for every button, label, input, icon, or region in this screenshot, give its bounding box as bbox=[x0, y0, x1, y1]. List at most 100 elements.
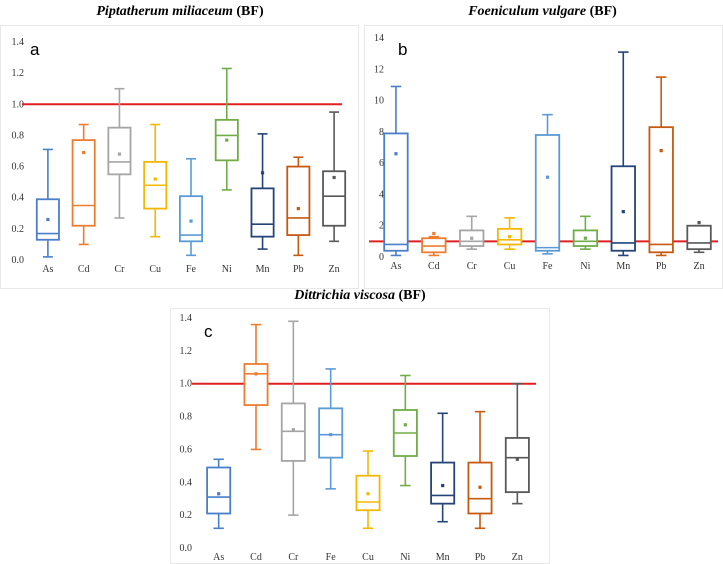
box-cr bbox=[280, 320, 306, 516]
y-tick-label: 0.6 bbox=[12, 162, 25, 173]
mean-marker bbox=[117, 152, 122, 156]
y-tick-label: 0.0 bbox=[180, 543, 193, 554]
box-cu bbox=[355, 450, 381, 530]
box-iqr bbox=[430, 461, 456, 505]
x-tick-label: Cr bbox=[467, 261, 478, 272]
y-tick-label: 0.6 bbox=[180, 444, 193, 455]
y-tick-label: 8 bbox=[379, 127, 384, 138]
box-cd bbox=[71, 123, 96, 246]
y-tick-label: 0 bbox=[379, 252, 384, 263]
y-tick-label: 10 bbox=[374, 96, 384, 107]
box-iqr bbox=[322, 170, 347, 227]
x-tick-label: Cd bbox=[78, 264, 90, 275]
y-tick-label: 0.2 bbox=[180, 510, 193, 521]
y-tick-label: 1.2 bbox=[180, 346, 193, 357]
box-plot-a: 0.0 0.2 0.4 0.6 0.8 1.0 1.2 1.4 As Cd Cr Cu Fe Ni Mn Pb… bbox=[12, 37, 347, 275]
plot-frame-a bbox=[0, 25, 359, 289]
x-tick-label: Cd bbox=[250, 552, 262, 563]
y-tick-label: 0.4 bbox=[12, 193, 25, 204]
box-fe bbox=[179, 157, 203, 257]
x-tick-label: As bbox=[390, 261, 401, 272]
mean-marker bbox=[291, 428, 295, 432]
box-iqr bbox=[280, 402, 306, 462]
mean-marker bbox=[470, 236, 474, 240]
x-tick-label: Cu bbox=[149, 264, 161, 275]
x-tick-label: Cr bbox=[288, 552, 299, 563]
y-tick-label: 14 bbox=[374, 33, 384, 44]
box-cu bbox=[143, 123, 168, 238]
box-cd bbox=[421, 231, 447, 257]
box-iqr bbox=[686, 224, 712, 251]
x-tick-label: As bbox=[213, 552, 224, 563]
x-tick-label: Zn bbox=[694, 261, 705, 272]
panel-label-a: a bbox=[30, 40, 40, 59]
y-tick-label: 0.8 bbox=[12, 130, 25, 141]
x-tick-label: Mn bbox=[256, 264, 270, 275]
mean-marker bbox=[621, 210, 625, 214]
mean-marker bbox=[153, 177, 157, 181]
x-tick-label: Zn bbox=[329, 264, 340, 275]
box-pb bbox=[467, 410, 493, 530]
panel-label-c: c bbox=[204, 322, 213, 341]
mean-marker bbox=[659, 149, 663, 153]
x-tick-label: Pb bbox=[293, 264, 304, 275]
box-iqr bbox=[318, 407, 344, 459]
y-tick-label: 6 bbox=[379, 158, 384, 169]
box-cr bbox=[459, 215, 485, 250]
box-cu bbox=[496, 217, 523, 250]
box-iqr bbox=[250, 187, 275, 238]
y-tick-label: 4 bbox=[379, 189, 384, 200]
box-plot-c: 0.0 0.2 0.4 0.6 0.8 1.0 1.2 1.4 As Cd Cr Fe Cu Ni Mn Pb… bbox=[180, 313, 536, 563]
box-ni bbox=[572, 215, 599, 250]
box-iqr bbox=[71, 139, 96, 227]
box-plot-b: 0 2 4 6 8 10 12 14 As Cd Cr Cu Fe Ni Mn Pb Zn bbox=[369, 33, 718, 272]
mean-marker bbox=[697, 220, 701, 225]
mean-marker bbox=[189, 219, 193, 223]
y-tick-label: 1.0 bbox=[12, 99, 25, 110]
box-iqr bbox=[504, 437, 530, 494]
box-mn bbox=[430, 412, 456, 523]
x-tick-label: Cr bbox=[114, 264, 125, 275]
mean-marker bbox=[217, 492, 221, 496]
mean-marker bbox=[545, 175, 550, 179]
box-iqr bbox=[383, 132, 409, 252]
mean-marker bbox=[478, 485, 482, 489]
y-tick-label: 0.0 bbox=[12, 255, 25, 266]
box-mn bbox=[610, 51, 636, 257]
chart-title-c: Dittrichia viscosa (BF) bbox=[294, 288, 426, 303]
mean-marker bbox=[432, 231, 436, 236]
x-tick-label: Fe bbox=[543, 261, 554, 272]
y-tick-label: 1.2 bbox=[12, 68, 25, 79]
box-iqr bbox=[243, 363, 269, 406]
y-tick-label: 12 bbox=[374, 64, 384, 75]
chart-title-b: Foeniculum vulgare (BF) bbox=[468, 4, 617, 19]
box-pb bbox=[286, 156, 311, 257]
box-iqr bbox=[107, 126, 132, 176]
box-iqr bbox=[206, 466, 232, 515]
x-tick-label: Cu bbox=[504, 261, 516, 272]
chart-panel-a: Piptatherum miliaceum (BF) a 0.0 0.2 0.4 0.… bbox=[0, 0, 360, 290]
box-zn bbox=[322, 111, 347, 243]
mean-marker bbox=[583, 236, 587, 240]
mean-marker bbox=[46, 217, 50, 222]
mean-marker bbox=[332, 175, 336, 180]
mean-marker bbox=[441, 483, 445, 488]
x-tick-label: Cd bbox=[428, 261, 440, 272]
box-ni bbox=[392, 374, 418, 487]
box-pb bbox=[648, 76, 674, 257]
box-fe bbox=[534, 113, 561, 255]
box-as bbox=[35, 148, 60, 258]
panel-label-b: b bbox=[398, 40, 408, 59]
box-cd bbox=[243, 323, 269, 451]
box-as bbox=[206, 458, 232, 530]
mean-marker bbox=[515, 457, 519, 461]
chart-title-a: Piptatherum miliaceum (BF) bbox=[96, 4, 264, 19]
box-zn bbox=[504, 382, 530, 505]
chart-panel-b: Foeniculum vulgare (BF) b 0 2 4 6 8 10 12 14 As C… bbox=[362, 0, 723, 290]
x-tick-label: Cu bbox=[362, 552, 374, 563]
y-tick-label: 1.4 bbox=[12, 37, 25, 48]
x-tick-label: Mn bbox=[616, 261, 630, 272]
box-zn bbox=[686, 220, 712, 254]
mean-marker bbox=[366, 492, 370, 496]
x-tick-label: Pb bbox=[475, 552, 486, 563]
